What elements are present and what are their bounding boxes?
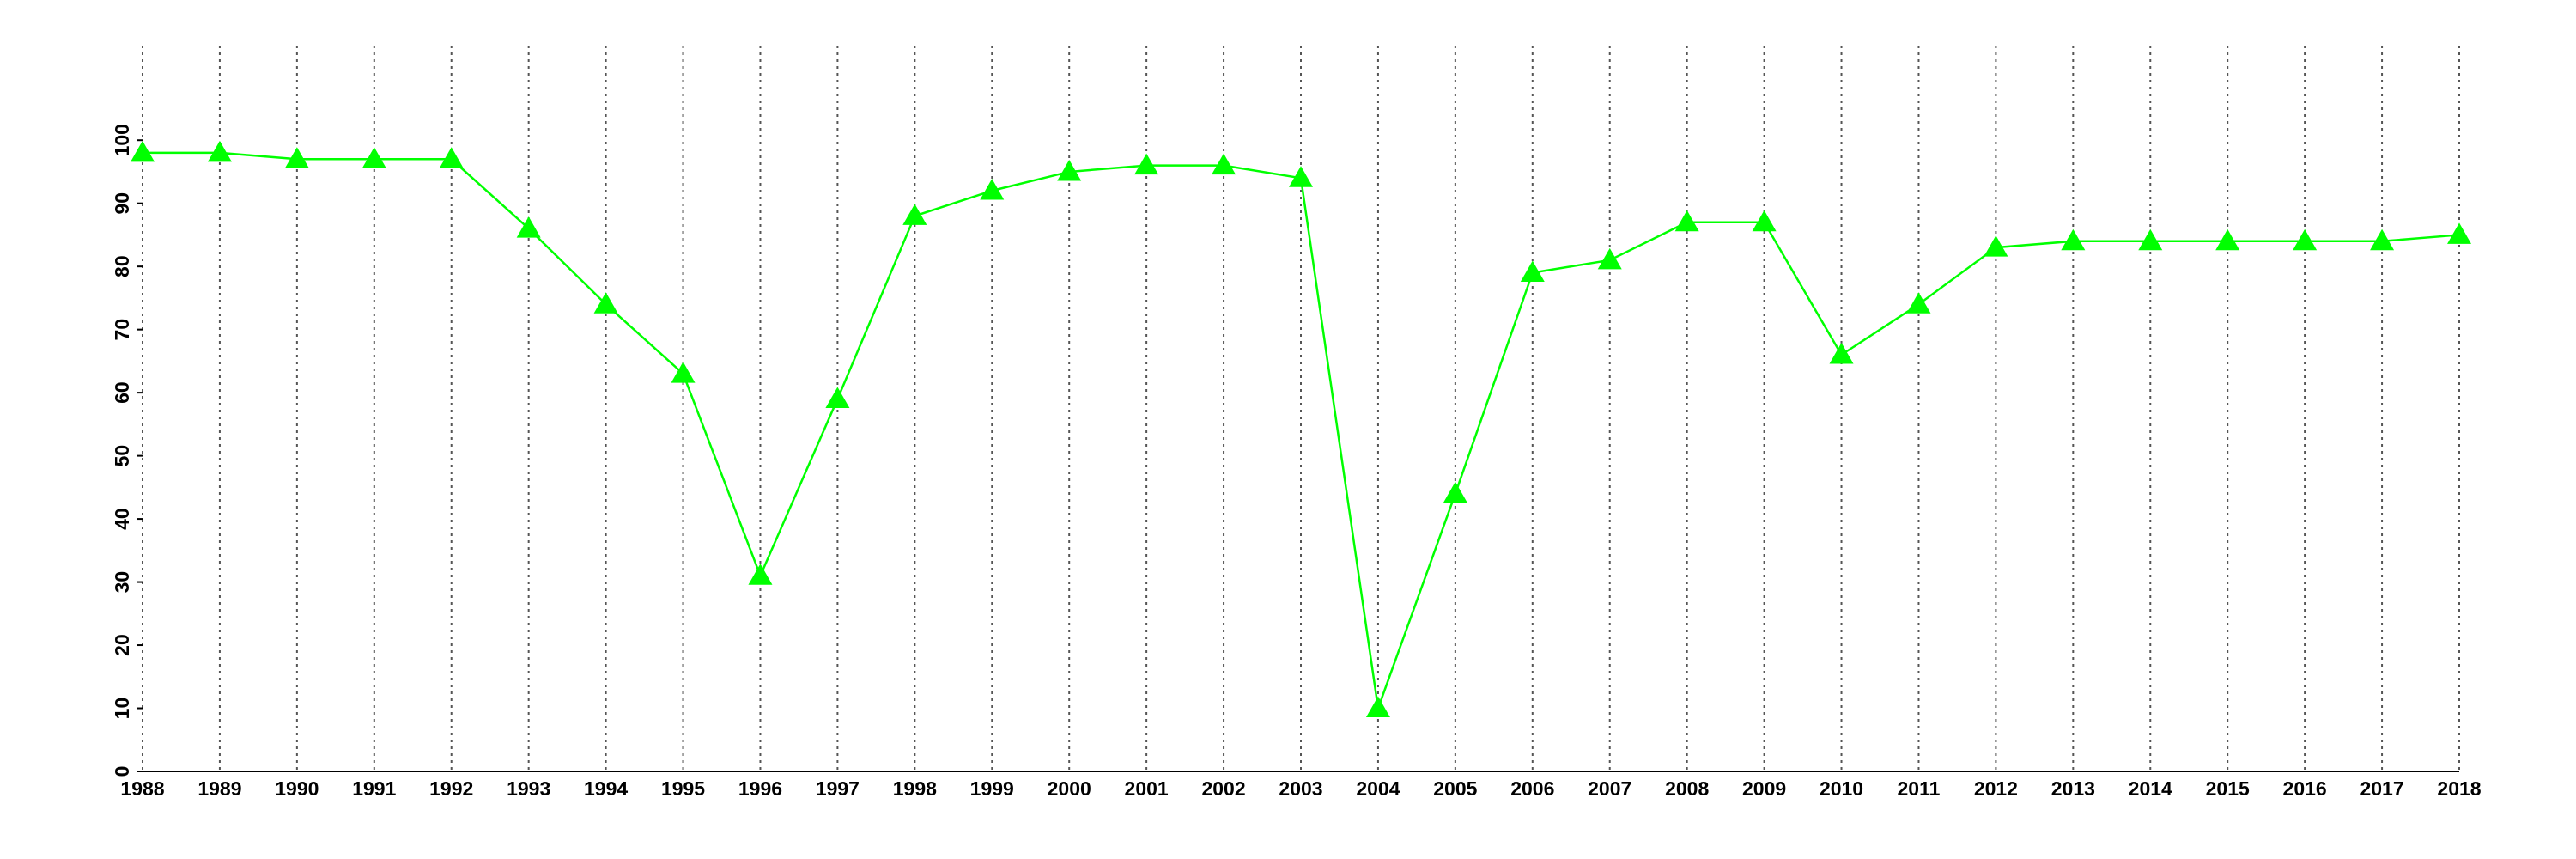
data-point <box>1365 696 1390 718</box>
data-point <box>593 292 618 314</box>
data-point <box>1674 210 1699 232</box>
data-point <box>980 179 1005 200</box>
x-tick-label: 2012 <box>1974 777 2018 800</box>
y-tick-label: 90 <box>111 192 133 215</box>
x-tick-label: 2006 <box>1510 777 1554 800</box>
x-tick-label: 2005 <box>1433 777 1477 800</box>
x-tick-label: 1991 <box>352 777 396 800</box>
data-point <box>1829 343 1854 364</box>
data-point <box>1752 210 1777 232</box>
x-tick-label: 2002 <box>1201 777 1245 800</box>
x-tick-label: 1997 <box>816 777 860 800</box>
x-tick-label: 1995 <box>661 777 705 800</box>
data-point <box>2370 228 2395 251</box>
data-point <box>439 147 464 168</box>
x-tick-label: 1989 <box>197 777 241 800</box>
x-tick-label: 2016 <box>2283 777 2327 800</box>
x-tick-label: 2008 <box>1665 777 1709 800</box>
x-tick-label: 1992 <box>429 777 473 800</box>
data-point <box>1443 481 1467 503</box>
y-tick-label: 0 <box>111 766 133 777</box>
data-point <box>207 140 232 162</box>
x-tick-label: 2010 <box>1820 777 1863 800</box>
x-tick-label: 2003 <box>1279 777 1322 800</box>
data-point <box>1134 153 1159 175</box>
y-tick-label: 100 <box>111 124 133 156</box>
x-tick-label: 1999 <box>970 777 1014 800</box>
data-point <box>1289 166 1313 187</box>
data-point <box>1597 247 1622 270</box>
x-tick-label: 2007 <box>1588 777 1631 800</box>
x-tick-label: 1988 <box>120 777 164 800</box>
y-tick-label: 20 <box>111 634 133 656</box>
x-tick-label: 1996 <box>738 777 782 800</box>
data-point <box>516 216 541 238</box>
x-tick-label: 2017 <box>2360 777 2403 800</box>
x-tick-label: 2011 <box>1898 777 1941 800</box>
data-point <box>1057 159 1082 181</box>
x-tick-label: 2018 <box>2437 777 2481 800</box>
y-tick-label: 10 <box>111 698 133 720</box>
x-tick-label: 2001 <box>1125 777 1169 800</box>
x-tick-label: 1993 <box>507 777 550 800</box>
x-tick-label: 2009 <box>1742 777 1786 800</box>
data-point <box>2138 228 2163 251</box>
data-point <box>748 564 773 585</box>
data-point <box>2215 228 2240 251</box>
x-tick-label: 2013 <box>2051 777 2095 800</box>
y-tick-label: 40 <box>111 508 133 530</box>
y-tick-label: 70 <box>111 319 133 341</box>
x-tick-label: 1990 <box>275 777 319 800</box>
data-point <box>671 362 696 383</box>
x-tick-label: 2014 <box>2129 777 2172 800</box>
data-point <box>1520 260 1545 283</box>
data-point <box>1906 292 1931 314</box>
data-point <box>1984 235 2008 257</box>
y-tick-label: 30 <box>111 571 133 594</box>
x-tick-label: 1998 <box>893 777 937 800</box>
x-tick-label: 2004 <box>1356 777 1400 800</box>
data-point <box>2293 228 2318 251</box>
x-tick-label: 1994 <box>584 777 628 800</box>
data-point <box>2447 222 2471 244</box>
y-tick-label: 60 <box>111 381 133 404</box>
data-point <box>825 387 850 408</box>
data-point <box>2061 228 2086 251</box>
y-tick-label: 50 <box>111 445 133 467</box>
y-tick-label: 80 <box>111 255 133 277</box>
data-point <box>284 147 309 168</box>
data-point <box>902 204 927 225</box>
data-point <box>131 140 155 162</box>
data-point <box>1212 153 1236 175</box>
x-tick-label: 2000 <box>1048 777 1091 800</box>
x-tick-label: 2015 <box>2206 777 2250 800</box>
data-point <box>361 147 386 168</box>
